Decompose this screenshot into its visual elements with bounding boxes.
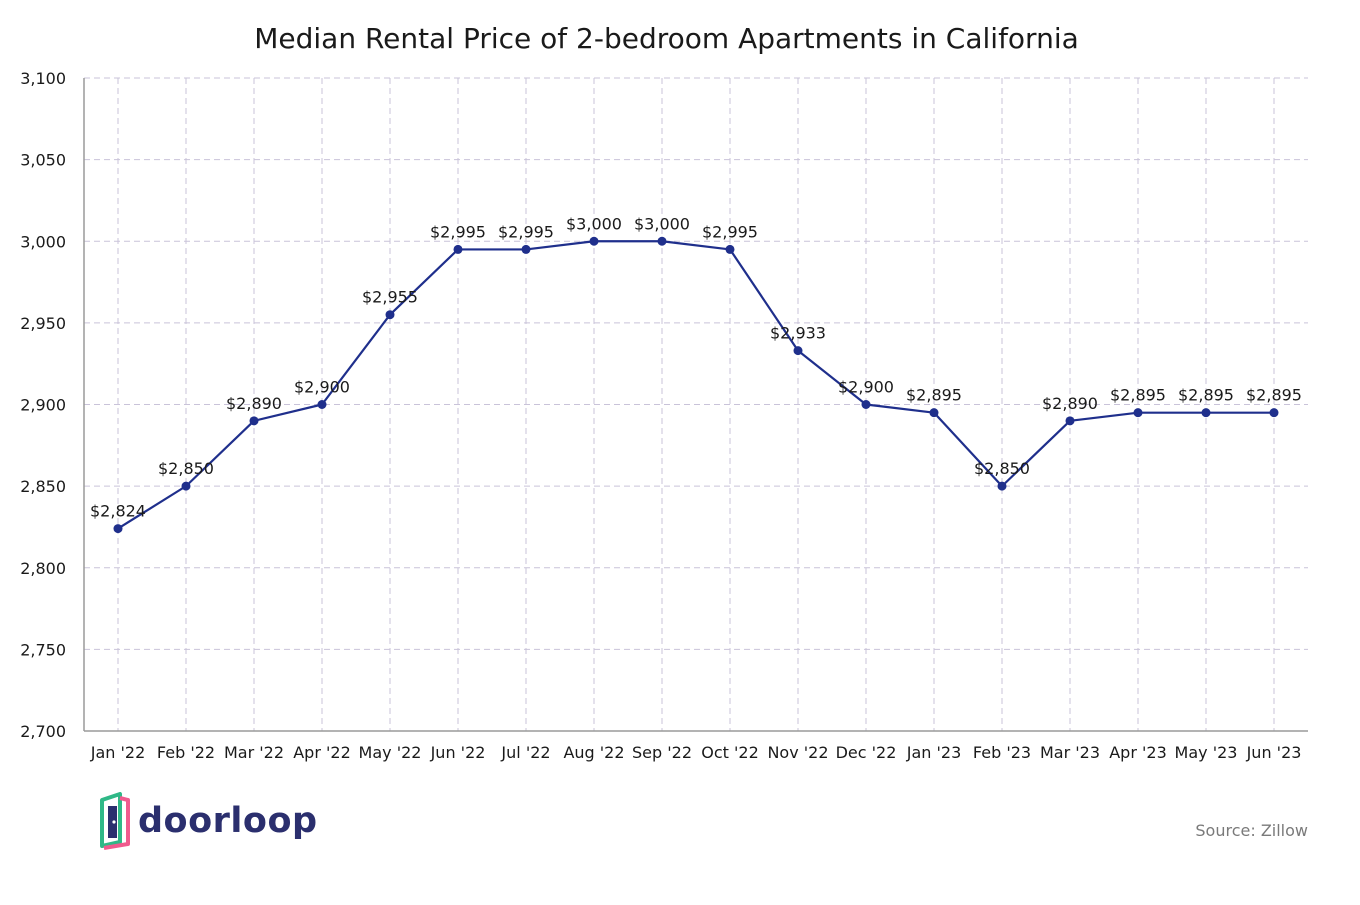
- y-tick-label: 2,750: [20, 640, 66, 659]
- x-tick-label: Jul '22: [500, 743, 550, 762]
- source-note: Source: Zillow: [1195, 821, 1308, 840]
- data-point: [861, 400, 871, 409]
- x-tick-label: Jun '22: [430, 743, 486, 762]
- data-label: $2,995: [498, 222, 554, 241]
- data-label: $3,000: [566, 214, 622, 233]
- x-tick-label: Oct '22: [701, 743, 759, 762]
- data-label: $2,995: [702, 222, 758, 241]
- doorloop-logo: doorloop: [98, 792, 318, 850]
- data-point: [317, 400, 327, 409]
- data-label: $2,895: [906, 386, 962, 405]
- x-tick-label: Apr '22: [293, 743, 351, 762]
- data-label: $2,850: [974, 459, 1030, 478]
- y-tick-label: 2,950: [20, 314, 66, 333]
- data-label: $2,850: [158, 459, 214, 478]
- data-point: [249, 416, 259, 426]
- data-point: [113, 524, 123, 534]
- data-label: $2,895: [1246, 386, 1302, 405]
- data-point: [521, 244, 531, 254]
- y-tick-label: 3,050: [20, 151, 66, 170]
- y-tick-label: 2,900: [20, 396, 66, 415]
- data-label: $2,900: [838, 378, 894, 397]
- data-label: $2,900: [294, 378, 350, 397]
- data-point: [657, 236, 667, 246]
- y-tick-label: 2,800: [20, 559, 66, 578]
- data-label: $2,895: [1110, 386, 1166, 405]
- door-icon: [100, 792, 130, 850]
- data-point: [725, 244, 735, 254]
- data-point: [929, 408, 939, 418]
- chart-title: Median Rental Price of 2-bedroom Apartme…: [254, 22, 1079, 55]
- data-point: [1269, 408, 1279, 418]
- data-label: $2,995: [430, 222, 486, 241]
- x-tick-label: Apr '23: [1109, 743, 1167, 762]
- data-point: [1201, 408, 1211, 418]
- x-tick-label: Nov '22: [767, 743, 828, 762]
- x-tick-label: Jun '23: [1246, 743, 1302, 762]
- data-label: $2,890: [1042, 394, 1098, 413]
- y-tick-label: 2,700: [20, 722, 66, 741]
- data-label: $3,000: [634, 214, 690, 233]
- y-tick-label: 3,100: [20, 69, 66, 88]
- data-label: $2,890: [226, 394, 282, 413]
- x-tick-label: May '23: [1175, 743, 1238, 762]
- x-tick-label: Feb '23: [973, 743, 1031, 762]
- data-point: [1065, 416, 1075, 426]
- x-tick-label: Dec '22: [836, 743, 897, 762]
- data-label: $2,933: [770, 324, 826, 343]
- x-tick-label: Mar '22: [224, 743, 284, 762]
- data-point: [385, 310, 395, 320]
- data-point: [181, 481, 191, 491]
- series-line: [117, 240, 1274, 530]
- brand-name: doorloop: [138, 801, 318, 841]
- y-tick-label: 3,000: [20, 232, 66, 251]
- x-tick-label: Sep '22: [632, 743, 692, 762]
- x-tick-label: Jan '22: [90, 743, 146, 762]
- data-label: $2,955: [362, 288, 418, 307]
- data-point: [997, 481, 1007, 491]
- x-tick-label: Aug '22: [563, 743, 624, 762]
- x-tick-label: Feb '22: [157, 743, 215, 762]
- data-point: [589, 236, 599, 246]
- data-label: $2,895: [1178, 386, 1234, 405]
- data-label: $2,824: [90, 502, 146, 521]
- x-tick-label: May '22: [359, 743, 422, 762]
- x-tick-label: Mar '23: [1040, 743, 1100, 762]
- data-point: [453, 244, 463, 254]
- y-tick-label: 2,850: [20, 477, 66, 496]
- data-point: [1133, 408, 1143, 418]
- data-point: [793, 346, 803, 356]
- x-tick-label: Jan '23: [906, 743, 962, 762]
